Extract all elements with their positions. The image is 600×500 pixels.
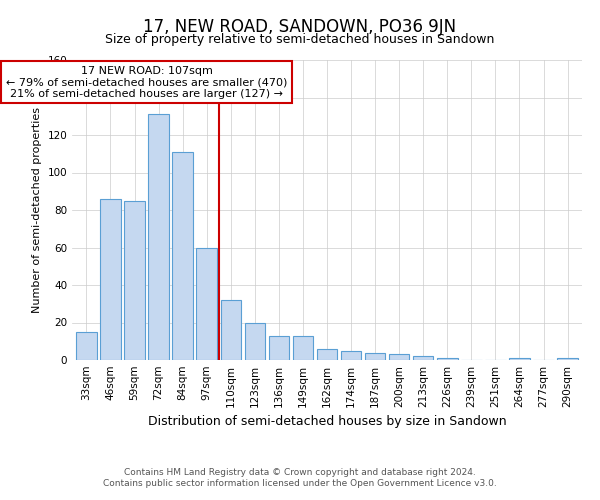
Text: 17, NEW ROAD, SANDOWN, PO36 9JN: 17, NEW ROAD, SANDOWN, PO36 9JN [143,18,457,36]
Bar [293,336,313,360]
Bar [76,332,97,360]
Bar [413,356,433,360]
Bar [245,322,265,360]
Bar [100,198,121,360]
Y-axis label: Number of semi-detached properties: Number of semi-detached properties [32,107,42,313]
Bar [148,114,169,360]
Bar [124,200,145,360]
Bar [317,349,337,360]
Bar [557,358,578,360]
Bar [341,350,361,360]
Text: 17 NEW ROAD: 107sqm
← 79% of semi-detached houses are smaller (470)
21% of semi-: 17 NEW ROAD: 107sqm ← 79% of semi-detach… [6,66,287,99]
Bar [269,336,289,360]
Bar [365,352,385,360]
Bar [389,354,409,360]
Bar [172,152,193,360]
Bar [509,358,530,360]
Bar [196,248,217,360]
Bar [437,358,458,360]
Bar [221,300,241,360]
Text: Size of property relative to semi-detached houses in Sandown: Size of property relative to semi-detach… [106,32,494,46]
Text: Contains HM Land Registry data © Crown copyright and database right 2024.
Contai: Contains HM Land Registry data © Crown c… [103,468,497,487]
X-axis label: Distribution of semi-detached houses by size in Sandown: Distribution of semi-detached houses by … [148,416,506,428]
